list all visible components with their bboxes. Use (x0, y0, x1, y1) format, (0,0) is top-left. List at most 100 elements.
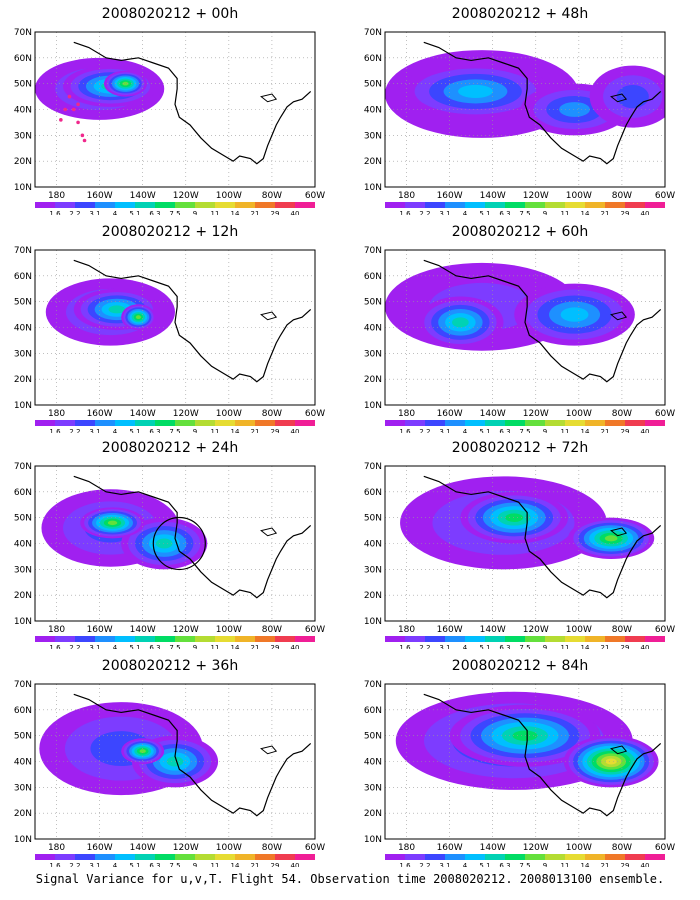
lat-tick-label: 50N (14, 514, 32, 524)
lon-tick-label: 60W (305, 191, 325, 201)
colorbar-level-label: 3.1 (89, 862, 100, 867)
colorbar-level-label: 1.6 (49, 210, 61, 215)
colorbar-swatch (175, 420, 195, 426)
colorbar-level-label: 29 (621, 862, 630, 867)
lon-tick-label: 60W (305, 625, 325, 635)
lat-tick-label: 30N (14, 349, 32, 359)
lat-tick-label: 40N (14, 758, 32, 768)
lon-tick-label: 180 (48, 191, 65, 201)
lat-tick-label: 30N (364, 349, 382, 359)
colorbar-level-label: 4 (113, 644, 118, 649)
colorbar-level-label: 21 (601, 862, 610, 867)
lat-tick-label: 70N (364, 462, 382, 472)
colorbar-swatch (195, 636, 215, 642)
lon-tick-label: 60W (655, 409, 675, 419)
map-frame (384, 31, 666, 188)
lat-tick-label: 40N (364, 106, 382, 116)
colorbar-swatch (405, 202, 425, 208)
coastline (73, 475, 312, 599)
colorbar-swatch (545, 202, 565, 208)
colorbar-swatch (585, 636, 605, 642)
lat-tick-label: 60N (364, 272, 382, 282)
colorbar-level-label: 40 (641, 428, 650, 433)
colorbar-level-label: 7.5 (169, 428, 180, 433)
colorbar-swatch (95, 854, 115, 860)
colorbar-swatch (505, 202, 525, 208)
colorbar-swatch (175, 854, 195, 860)
colorbar-swatch (645, 636, 665, 642)
colorbar-level-label: 3.1 (439, 428, 450, 433)
variance-contour (107, 520, 118, 526)
colorbar-swatch (405, 854, 425, 860)
lat-tick-label: 70N (14, 680, 32, 690)
verification-region-circle (152, 516, 206, 571)
colorbar-swatch (175, 636, 195, 642)
colorbar-swatch (135, 636, 155, 642)
lat-tick-label: 50N (14, 80, 32, 90)
colorbar-swatch (525, 420, 545, 426)
lon-tick-label: 160W (437, 843, 463, 853)
colorbar-level-label: 11 (211, 210, 220, 215)
map-frame (384, 249, 666, 406)
lon-tick-label: 100W (216, 191, 242, 201)
colorbar-level-label: 2.2 (69, 428, 80, 433)
lon-tick-label: 180 (398, 625, 415, 635)
variance-contour (135, 315, 141, 320)
lon-tick-label: 140W (130, 843, 156, 853)
colorbar-swatch (485, 202, 505, 208)
flight-track-dot (76, 102, 80, 107)
colorbar-swatch (115, 420, 135, 426)
colorbar-level-label: 29 (621, 644, 630, 649)
colorbar-swatch (545, 854, 565, 860)
colorbar-level-label: 9 (193, 862, 197, 867)
colorbar-swatch (115, 854, 135, 860)
flight-track-dot (63, 107, 67, 112)
colorbar-level-label: 40 (291, 644, 300, 649)
colorbar-swatch (625, 420, 645, 426)
variance-contour (559, 102, 590, 117)
colorbar-level-label: 5.1 (479, 644, 490, 649)
panel-title: 2008020212 + 24h (101, 440, 239, 456)
colorbar-level-label: 21 (601, 428, 610, 433)
lon-tick-label: 100W (566, 191, 592, 201)
colorbar-swatch (215, 854, 235, 860)
map-panel-36h: 2008020212 + 36h 70N 60N 50N 40N 30N 20N 10N 180… (0, 652, 340, 867)
colorbar-level-label: 7.5 (519, 428, 530, 433)
colorbar-level-label: 40 (291, 428, 300, 433)
colorbar-swatch (75, 202, 95, 208)
map-frame (34, 683, 316, 840)
colorbar-swatch (605, 854, 625, 860)
lon-tick-label: 160W (437, 191, 463, 201)
colorbar-swatch (645, 420, 665, 426)
colorbar-level-label: 3.1 (439, 644, 450, 649)
colorbar-swatch (505, 420, 525, 426)
map-frame (34, 31, 316, 188)
colorbar-swatch (525, 202, 545, 208)
lon-tick-label: 80W (262, 191, 282, 201)
lat-tick-label: 50N (364, 732, 382, 742)
lon-tick-label: 120W (523, 409, 549, 419)
lat-tick-label: 10N (364, 401, 382, 411)
colorbar-swatch (625, 854, 645, 860)
lat-tick-label: 20N (364, 591, 382, 601)
colorbar-swatch (565, 420, 585, 426)
colorbar-swatch (425, 202, 445, 208)
colorbar-level-label: 6.3 (149, 428, 160, 433)
colorbar-swatch (275, 854, 295, 860)
lat-tick-label: 30N (14, 565, 32, 575)
colorbar-swatch (485, 420, 505, 426)
flight-track-dot (71, 107, 76, 112)
variance-contour (560, 307, 589, 322)
colorbar-level-label: 7.5 (519, 210, 530, 215)
lon-tick-label: 120W (523, 625, 549, 635)
lat-tick-label: 10N (364, 617, 382, 627)
colorbar-level-label: 6.3 (499, 862, 510, 867)
flight-track-dot (67, 94, 72, 99)
colorbar-level-label: 7.5 (169, 862, 180, 867)
colorbar-level-label: 14 (231, 644, 240, 649)
colorbar-swatch (485, 636, 505, 642)
lon-tick-label: 100W (216, 625, 242, 635)
lat-tick-label: 10N (14, 183, 32, 193)
lon-tick-label: 120W (523, 191, 549, 201)
colorbar-swatch (295, 854, 315, 860)
